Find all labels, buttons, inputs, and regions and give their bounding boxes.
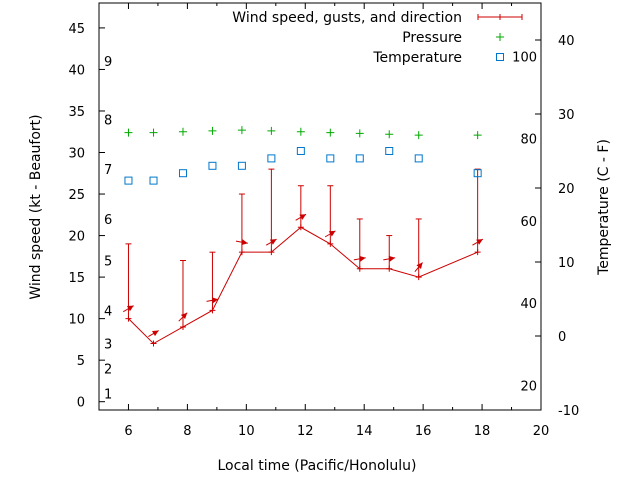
temperature-point <box>237 161 246 170</box>
beaufort-label: 4 <box>104 304 112 319</box>
temperature-point <box>296 147 305 155</box>
wind-direction-arrowhead <box>388 255 396 262</box>
fahrenheit-label: 80 <box>520 133 537 148</box>
y-tick-label: 20 <box>68 230 85 245</box>
x-tick-label: 10 <box>238 424 255 439</box>
y2-tick-label: 40 <box>558 34 575 49</box>
temperature-point <box>124 176 133 185</box>
y-tick-label: 15 <box>68 271 85 286</box>
temperature-point <box>414 154 423 163</box>
legend-label-wind: Wind speed, gusts, and direction <box>232 10 462 26</box>
data-marks <box>123 126 484 347</box>
y-tick-label: 5 <box>77 354 85 369</box>
pressure-point <box>237 126 246 135</box>
wind-direction-arrowhead <box>299 214 307 220</box>
pressure-point <box>178 127 187 136</box>
beaufort-label: 9 <box>104 55 112 70</box>
temperature-point <box>267 154 276 163</box>
wind-direction-arrowhead <box>241 239 248 246</box>
y-tick-label: 35 <box>68 105 85 120</box>
y-axis-title: Wind speed (kt - Beaufort) <box>28 114 44 299</box>
x-axis-title: Local time (Pacific/Honolulu) <box>217 458 416 474</box>
fahrenheit-label: 100 <box>512 50 537 65</box>
y-tick-label: 0 <box>77 396 85 411</box>
y2-tick-label: 0 <box>558 330 566 345</box>
x-tick-label: 18 <box>474 424 491 439</box>
plot-area: 6 8 10 12 14 16 18 20051015202530354045-1001020… <box>68 3 579 439</box>
pressure-point <box>124 128 133 137</box>
temperature-point <box>473 169 482 178</box>
y2-tick-label: 20 <box>558 182 575 197</box>
fahrenheit-label: 40 <box>520 297 537 312</box>
wind-direction-arrowhead <box>152 330 159 337</box>
legend-label-temperature: Temperature <box>372 50 462 66</box>
beaufort-label: 3 <box>104 338 112 353</box>
wind-direction-arrowhead <box>416 262 423 270</box>
y-tick-label: 30 <box>68 147 85 162</box>
x-tick-label: 8 <box>183 424 191 439</box>
y2-axis-title: Temperature (C - F) <box>596 139 612 276</box>
wind-direction-arrowhead <box>180 312 188 320</box>
x-tick-label: 6 <box>124 424 132 439</box>
pressure-point <box>267 126 276 135</box>
plot-frame <box>98 2 542 411</box>
beaufort-label: 1 <box>104 387 112 402</box>
temperature-point <box>355 154 364 163</box>
legend-sample-pressure <box>496 33 504 41</box>
legend: Wind speed, gusts, and direction Pressure… <box>232 10 523 66</box>
pressure-point <box>473 131 482 140</box>
beaufort-label: 5 <box>104 254 112 269</box>
beaufort-label: 2 <box>104 362 112 377</box>
beaufort-label: 6 <box>104 213 112 228</box>
y-tick-label: 40 <box>68 63 85 78</box>
legend-sample-temperature <box>496 53 504 61</box>
y2-tick-label: -10 <box>558 404 579 419</box>
temperature-point <box>178 169 187 178</box>
y-tick-label: 25 <box>68 188 85 203</box>
wind-direction-arrowhead <box>328 230 336 237</box>
wind-direction-arrowhead <box>476 239 483 245</box>
fahrenheit-label: 60 <box>520 215 537 230</box>
y2-tick-label: 10 <box>558 256 575 271</box>
x-tick-label: 14 <box>356 424 373 439</box>
pressure-point <box>149 128 158 137</box>
beaufort-label: 7 <box>104 163 112 178</box>
y-tick-label: 10 <box>68 313 85 328</box>
beaufort-label: 8 <box>104 113 112 128</box>
wind-direction-arrowhead <box>211 297 219 304</box>
temperature-point <box>385 147 394 155</box>
fahrenheit-label: 20 <box>520 379 537 394</box>
y2-tick-label: 30 <box>558 108 575 123</box>
x-tick-label: 12 <box>297 424 314 439</box>
pressure-point <box>326 128 335 137</box>
y-tick-label: 45 <box>68 22 85 37</box>
x-tick-label: 16 <box>415 424 432 439</box>
pressure-point <box>385 130 394 139</box>
wind-speed-line <box>128 226 478 345</box>
pressure-point <box>208 126 217 135</box>
temperature-point <box>149 176 158 185</box>
wind-direction-arrowhead <box>359 255 366 262</box>
temperature-point <box>326 154 335 163</box>
x-tick-label: 20 <box>533 424 550 439</box>
temperature-point <box>208 161 217 170</box>
pressure-point <box>355 129 364 138</box>
wind-direction-arrowhead <box>126 305 134 312</box>
legend-label-pressure: Pressure <box>402 30 462 46</box>
wind-speed-point <box>150 340 157 347</box>
pressure-point <box>296 127 305 136</box>
pressure-point <box>414 131 423 140</box>
wind-direction-arrowhead <box>269 239 277 245</box>
